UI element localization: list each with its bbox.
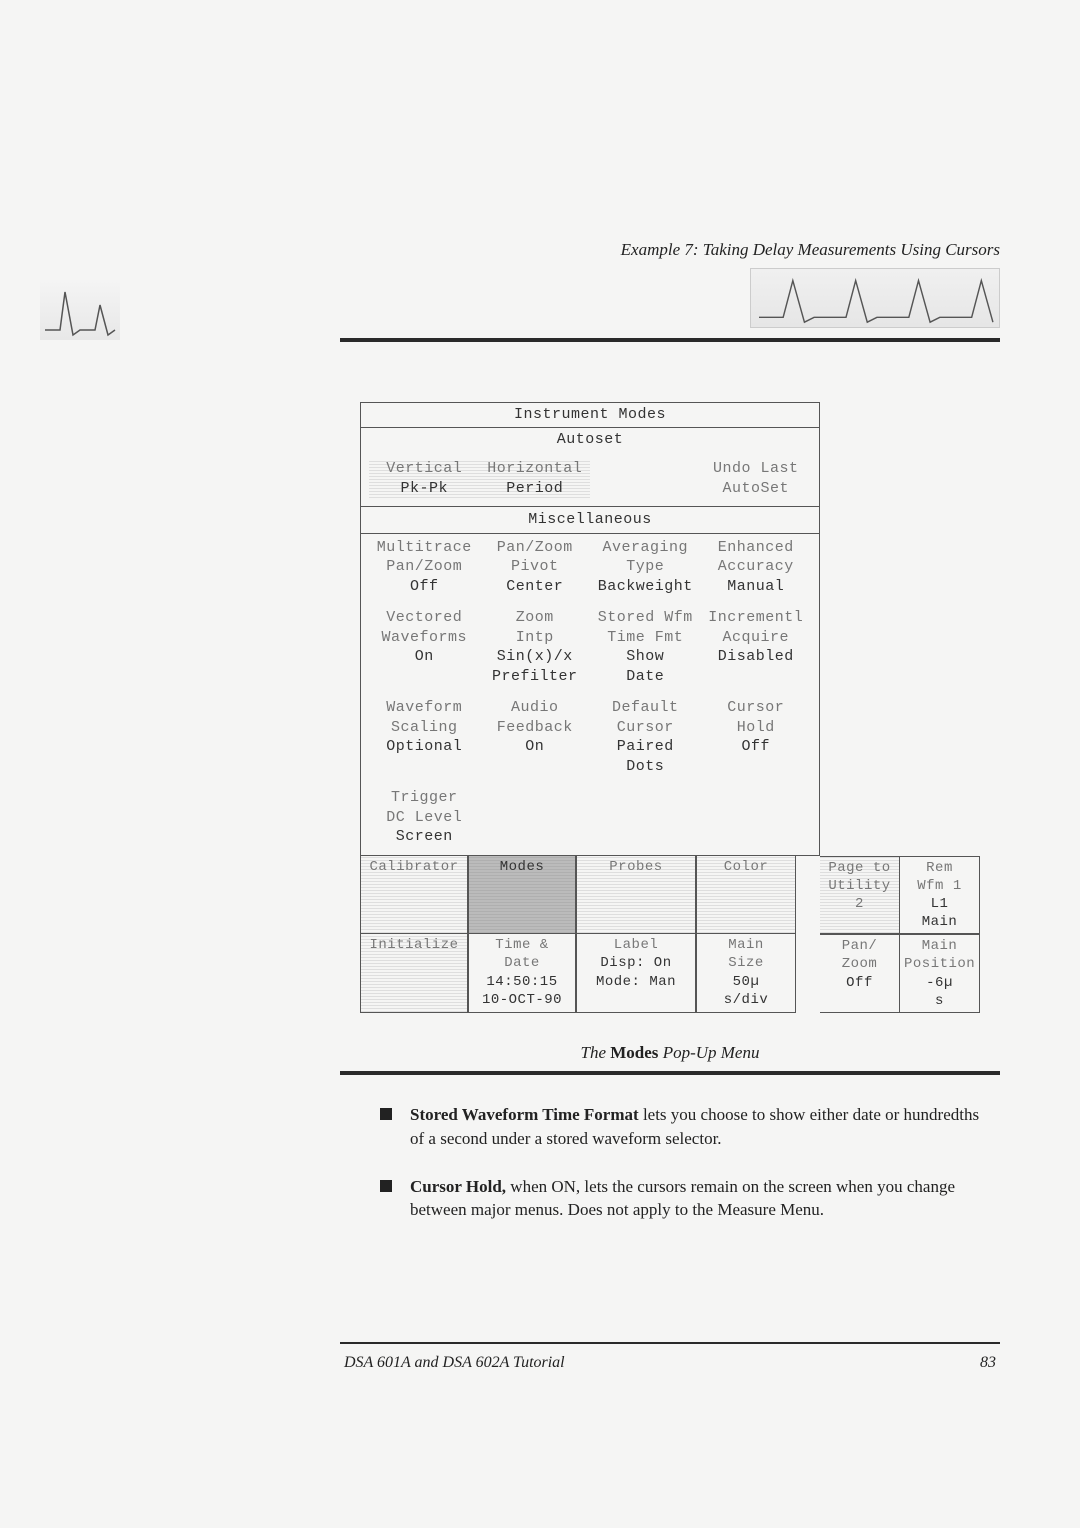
autoset-row: Vertical Pk-Pk Horizontal Period Undo La… (361, 455, 819, 506)
footer-left: DSA 601A and DSA 602A Tutorial (344, 1354, 565, 1372)
bullet-square-icon (380, 1108, 392, 1120)
autoset-blank (590, 459, 701, 498)
page-to-utility[interactable]: Page to Utility 2 (820, 856, 900, 935)
page-footer: DSA 601A and DSA 602A Tutorial 83 (340, 1354, 1000, 1372)
autoset-title: Autoset (361, 428, 819, 456)
vectored-waveforms[interactable]: Vectored Waveforms On (369, 608, 480, 686)
instrument-modes-title: Instrument Modes (361, 403, 819, 428)
misc-title: Miscellaneous (361, 506, 819, 534)
panzoom-pivot[interactable]: Pan/Zoom Pivot Center (480, 538, 591, 597)
top-rule (340, 338, 1000, 342)
audio-feedback[interactable]: Audio Feedback On (480, 698, 591, 776)
incremental-acquire[interactable]: Incrementl Acquire Disabled (701, 608, 812, 686)
figure-caption: The Modes Pop-Up Menu (340, 1043, 1000, 1063)
initialize-button[interactable]: Initialize (360, 934, 468, 1013)
mid-rule (340, 1071, 1000, 1075)
bullet-square-icon (380, 1180, 392, 1192)
bullet-item: Cursor Hold, when ON, lets the cursors r… (380, 1175, 980, 1223)
time-date-button[interactable]: Time & Date 14:50:15 10-OCT-90 (468, 934, 576, 1013)
autoset-vertical[interactable]: Vertical Pk-Pk (369, 459, 480, 498)
trigger-dc-level[interactable]: Trigger DC Level Screen (369, 788, 480, 847)
footer-rule (340, 1342, 1000, 1344)
misc-row-3: Waveform Scaling Optional Audio Feedback… (361, 694, 819, 784)
page-header-title: Example 7: Taking Delay Measurements Usi… (340, 240, 1000, 260)
bullet-item: Stored Waveform Time Format lets you cho… (380, 1103, 980, 1151)
waveform-scaling[interactable]: Waveform Scaling Optional (369, 698, 480, 776)
default-cursor[interactable]: Default Cursor Paired Dots (590, 698, 701, 776)
zoom-intp[interactable]: Zoom Intp Sin(x)/x Prefilter (480, 608, 591, 686)
multitrace-panzoom[interactable]: Multitrace Pan/Zoom Off (369, 538, 480, 597)
page-content: Example 7: Taking Delay Measurements Usi… (340, 240, 1000, 1372)
bottom-row-2: Initialize Time & Date 14:50:15 10-OCT-9… (360, 934, 980, 1013)
margin-wave-icon (40, 280, 120, 340)
calibrator-button[interactable]: Calibrator (360, 856, 468, 935)
averaging-type[interactable]: Averaging Type Backweight (590, 538, 701, 597)
main-position-button[interactable]: Main Position -6µ s (900, 934, 980, 1013)
autoset-undo[interactable]: Undo Last AutoSet (701, 459, 812, 498)
label-button[interactable]: Label Disp: On Mode: Man (576, 934, 696, 1013)
crt-screen: Instrument Modes Autoset Vertical Pk-Pk … (360, 402, 980, 1013)
rem-wfm[interactable]: Rem Wfm 1 L1 Main (900, 856, 980, 935)
enhanced-accuracy[interactable]: Enhanced Accuracy Manual (701, 538, 812, 597)
page-number: 83 (980, 1354, 996, 1372)
header-wave-graphic (750, 268, 1000, 328)
probes-button[interactable]: Probes (576, 856, 696, 935)
misc-row-4: Trigger DC Level Screen (361, 784, 819, 855)
bullet-list: Stored Waveform Time Format lets you cho… (380, 1103, 980, 1222)
wave-icon (40, 280, 120, 340)
misc-row-2: Vectored Waveforms On Zoom Intp Sin(x)/x… (361, 604, 819, 694)
cursor-hold[interactable]: Cursor Hold Off (701, 698, 812, 776)
misc-row-1: Multitrace Pan/Zoom Off Pan/Zoom Pivot C… (361, 534, 819, 605)
modes-button[interactable]: Modes (468, 856, 576, 935)
autoset-horizontal[interactable]: Horizontal Period (480, 459, 591, 498)
color-button[interactable]: Color (696, 856, 796, 935)
panzoom-off-button[interactable]: Pan/ Zoom Off (820, 934, 900, 1013)
main-size-button[interactable]: Main Size 50µ s/div (696, 934, 796, 1013)
bottom-row-1: Calibrator Modes Probes Color Page to Ut… (360, 856, 980, 935)
stored-wfm-time-fmt[interactable]: Stored Wfm Time Fmt Show Date (590, 608, 701, 686)
